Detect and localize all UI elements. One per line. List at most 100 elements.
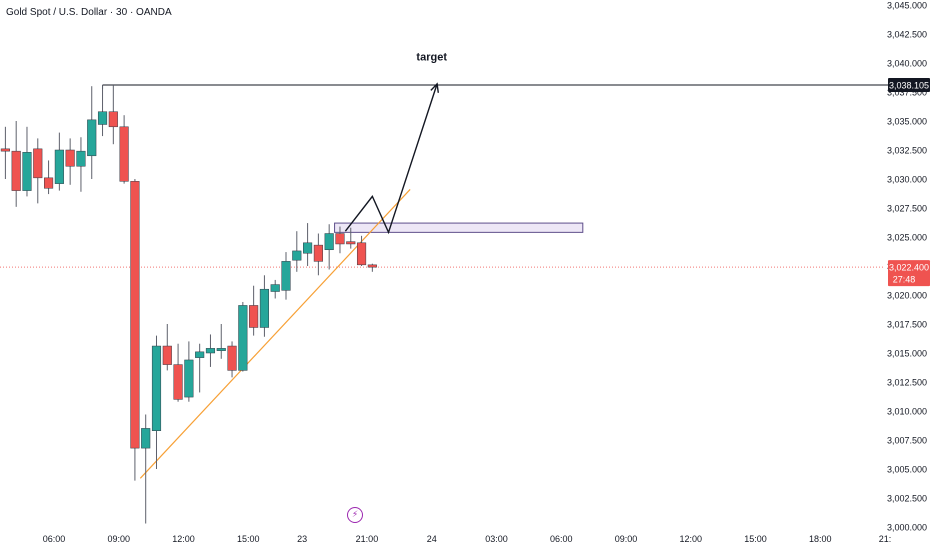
candle[interactable] <box>195 343 205 393</box>
time-tick-label: 15:00 <box>744 534 767 544</box>
candle-body-up <box>303 242 313 254</box>
price-tick-label: 3,035.000 <box>887 117 927 127</box>
candle-body-down <box>173 364 183 400</box>
price-tick-label: 3,007.500 <box>887 436 927 446</box>
price-tick-label: 3,000.000 <box>887 523 927 533</box>
price-tick-label: 3,040.000 <box>887 59 927 69</box>
candle[interactable] <box>119 115 129 184</box>
candle[interactable] <box>108 85 118 145</box>
candle[interactable] <box>76 137 86 192</box>
candle-body-up <box>22 152 32 191</box>
arrowhead <box>430 82 439 93</box>
candle[interactable] <box>346 227 356 249</box>
candle-body-down <box>249 305 259 328</box>
candle-body-down <box>44 177 54 189</box>
candle-body-up <box>292 250 302 261</box>
bar-countdown-text: 27:48 <box>893 275 916 285</box>
candle-body-down <box>130 181 140 449</box>
time-tick-label: 18:00 <box>809 534 832 544</box>
candle-body-down <box>346 241 356 245</box>
time-tick-label: 23 <box>297 534 307 544</box>
candle[interactable] <box>227 341 237 378</box>
candle-body-down <box>227 345 237 371</box>
candle[interactable] <box>22 126 32 197</box>
price-labels-layer: 3,038.105 3,022.400 27:48 <box>888 77 930 287</box>
candle-body-down <box>356 242 367 266</box>
candle[interactable] <box>44 160 54 195</box>
price-tick-label: 3,005.000 <box>887 465 927 475</box>
candle[interactable] <box>151 335 162 469</box>
candle-body-up <box>87 119 97 157</box>
candle[interactable] <box>141 414 151 524</box>
candle-body-up <box>270 284 280 292</box>
candle[interactable] <box>335 226 345 254</box>
candle[interactable] <box>173 343 183 402</box>
candle[interactable] <box>87 86 97 179</box>
candle-body-down <box>33 148 43 179</box>
time-tick-label: 06:00 <box>43 534 66 544</box>
candle[interactable] <box>313 233 323 276</box>
current-price-text: 3,022.400 <box>889 263 929 273</box>
price-tick-label: 3,030.000 <box>887 175 927 185</box>
candle[interactable] <box>205 334 216 367</box>
candle[interactable] <box>281 252 291 300</box>
projection-arrow-path[interactable] <box>344 83 438 235</box>
candle-body-down <box>108 111 118 128</box>
candle-body-up <box>324 233 334 251</box>
candle[interactable] <box>259 275 269 337</box>
price-tick-label: 3,032.500 <box>887 146 927 156</box>
candle[interactable] <box>162 324 172 371</box>
price-tick-label: 3,010.000 <box>887 407 927 417</box>
price-tick-label: 3,025.000 <box>887 233 927 243</box>
candle[interactable] <box>130 179 140 481</box>
candle-body-up <box>238 305 248 371</box>
level-price-tag <box>888 77 930 92</box>
lightning-bolt-icon[interactable]: ⚡ <box>347 507 363 523</box>
target-label: target <box>416 52 447 64</box>
candle-body-down <box>313 244 323 262</box>
candle-body-up <box>54 149 64 184</box>
candle-body-up <box>97 111 108 125</box>
price-tick-label: 3,012.500 <box>887 378 927 388</box>
candle[interactable] <box>184 341 194 402</box>
candle[interactable] <box>356 235 367 266</box>
trendline[interactable] <box>139 189 411 479</box>
candle-body-down <box>119 126 129 182</box>
time-tick-label: 06:00 <box>550 534 573 544</box>
candle[interactable] <box>292 231 302 272</box>
price-tick-label: 3,015.000 <box>887 349 927 359</box>
candle-body-up <box>141 428 151 449</box>
price-tick-label: 3,045.000 <box>887 1 927 11</box>
candle[interactable] <box>216 324 226 359</box>
candle[interactable] <box>0 126 10 179</box>
candle[interactable] <box>238 301 248 372</box>
time-tick-label: 21:00 <box>356 534 379 544</box>
candle-body-up <box>195 351 205 358</box>
candle[interactable] <box>33 138 43 204</box>
candle[interactable] <box>11 121 21 207</box>
time-tick-label: 12:00 <box>172 534 195 544</box>
candle[interactable] <box>324 224 334 270</box>
candle[interactable] <box>367 263 377 272</box>
candle-body-down <box>162 345 172 365</box>
annotations-layer: target <box>344 52 447 235</box>
current-price-tag <box>888 260 930 287</box>
price-tick-label: 3,027.500 <box>887 204 927 214</box>
demand-zone-rect[interactable] <box>334 222 584 233</box>
candle[interactable] <box>65 138 75 185</box>
candle[interactable] <box>249 285 259 336</box>
time-tick-label: 12:00 <box>679 534 702 544</box>
candle-body-up <box>76 150 86 167</box>
time-tick-label: 15:00 <box>237 534 260 544</box>
candle[interactable] <box>97 85 108 137</box>
time-axis: 06:00 09:00 12:00 15:00 23 21:00 24 03:00 06:00 0… <box>43 534 892 544</box>
candle-body-up <box>184 359 194 398</box>
candle[interactable] <box>303 223 313 266</box>
candle[interactable] <box>54 132 64 191</box>
time-tick-label: 09:00 <box>107 534 130 544</box>
symbol-title[interactable]: Gold Spot / U.S. Dollar · 30 · OANDA <box>6 7 172 18</box>
candle-body-down <box>11 150 21 191</box>
candle[interactable] <box>270 279 280 299</box>
candle-body-up <box>151 345 162 431</box>
